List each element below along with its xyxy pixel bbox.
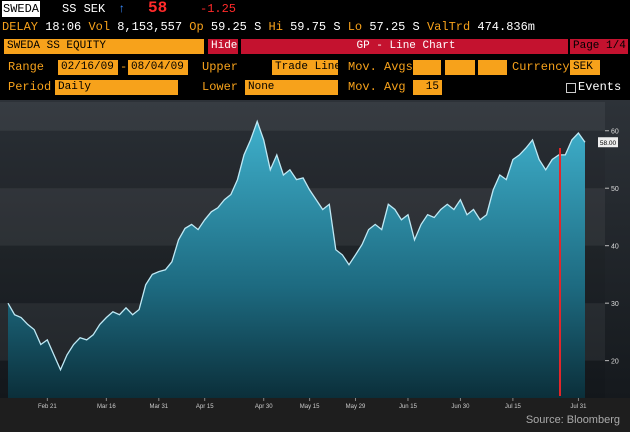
label: Mov. Avgs	[348, 60, 413, 74]
x-tick-label: Feb 21	[38, 404, 57, 410]
events-label: Events	[578, 80, 622, 94]
status-label: Op	[189, 20, 204, 34]
x-tick-label: May 15	[300, 404, 320, 410]
status-value: 57.25 S	[369, 20, 420, 34]
label: Range	[8, 60, 45, 74]
x-tick-label: Jun 15	[399, 404, 418, 410]
y-tick-label: 50	[611, 186, 619, 193]
area	[8, 121, 585, 398]
x-tick-label: Mar 31	[149, 404, 168, 410]
price: 58	[148, 0, 168, 17]
x-tick-label: Jul 31	[570, 404, 587, 410]
y-tick-label: 30	[611, 301, 619, 308]
last-price-label: 58.00	[600, 140, 617, 147]
ticker[interactable]: SWEDA	[2, 1, 41, 17]
x-tick-label: Apr 30	[255, 404, 273, 410]
market: SS SEK	[62, 2, 106, 16]
label: Lower	[202, 80, 239, 94]
chart: 20 30 40 50 60 Feb 21 Mar 16 Mar 31 Apr 15 Apr 30…	[0, 100, 630, 432]
status-label: Lo	[347, 20, 363, 34]
movavg-field[interactable]	[445, 60, 475, 75]
band	[0, 102, 605, 131]
x-tick-label: May 29	[346, 404, 366, 410]
change: -1.25	[200, 2, 237, 16]
end-field[interactable]: 08/04/09	[128, 60, 188, 75]
arrow: ↑	[118, 2, 126, 16]
x-tick-label: Jun 30	[451, 404, 470, 410]
status-label: ValTrd	[426, 20, 471, 34]
line	[7, 119, 586, 372]
movavg-period-field[interactable]: 15	[413, 80, 442, 95]
status-value: 18:06	[45, 20, 82, 34]
function-bar: GP - Line Chart	[241, 39, 568, 54]
start-field[interactable]: 02/16/09	[58, 60, 118, 75]
page-indicator[interactable]: Page 1/4	[570, 39, 628, 54]
source: Source: Bloomberg	[526, 414, 620, 426]
status-label: Vol	[88, 20, 111, 34]
status-value: 8,153,557	[117, 20, 183, 34]
status-value: 59.25 S	[210, 20, 262, 34]
y-tick-label: 60	[611, 129, 619, 136]
security-field[interactable]: SWEDA SS EQUITY	[4, 39, 204, 54]
status-value: 59.75 S	[290, 20, 341, 34]
label: Currency	[512, 60, 570, 74]
footer	[0, 398, 630, 432]
hide-button[interactable]: Hide	[208, 39, 238, 54]
status-label: DELAY	[2, 20, 39, 34]
status-value: 474.836m	[477, 20, 535, 34]
x-tick-label: Mar 16	[97, 404, 116, 410]
y-tick-label: 40	[611, 244, 619, 251]
period-field[interactable]: Daily	[55, 80, 178, 95]
lower-field[interactable]: None	[245, 80, 338, 95]
y-tick-label: 20	[611, 359, 619, 366]
status-label: Hi	[268, 20, 283, 34]
x-tick-label: Apr 15	[196, 404, 214, 410]
label: Mov. Avg	[348, 80, 406, 94]
upper-field[interactable]: Trade Line	[272, 60, 341, 75]
label: Period	[8, 80, 52, 94]
label: Upper	[202, 60, 239, 74]
status-line: DELAY 18:06 Vol 8,153,557 Op 59.25 S Hi …	[2, 19, 535, 35]
movavg-field[interactable]	[478, 60, 507, 75]
currency-field[interactable]: SEK	[570, 60, 600, 75]
last-price-box	[598, 137, 618, 148]
x-tick-label: Jul 15	[505, 404, 522, 410]
movavg-field[interactable]	[413, 60, 441, 75]
events-checkbox[interactable]	[566, 83, 576, 93]
label: -	[120, 60, 128, 74]
